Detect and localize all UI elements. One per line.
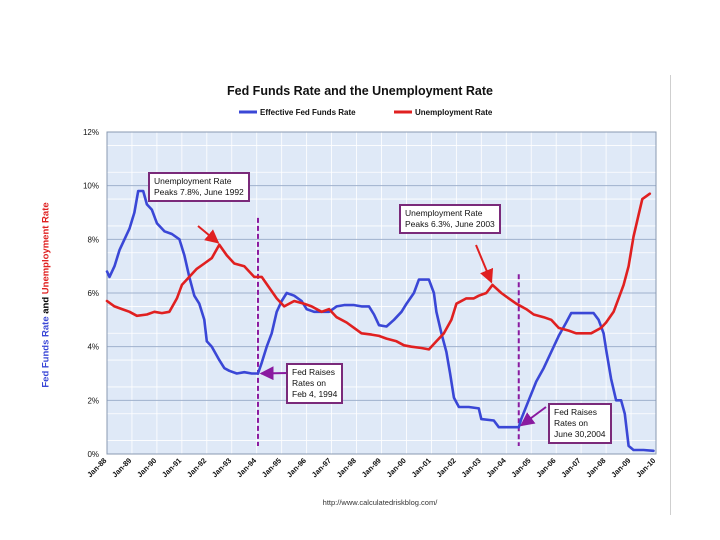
y-axis-label-fed: Fed Funds Rate bbox=[40, 316, 52, 388]
x-tick-label-22: Jan-10 bbox=[634, 456, 657, 479]
y-tick-label-3: 6% bbox=[87, 289, 99, 298]
x-tick-label-3: Jan-91 bbox=[160, 456, 183, 479]
annotation-unemployment-peak-1992: Unemployment Rate Peaks 7.8%, June 1992 bbox=[148, 172, 250, 202]
x-tick-label-7: Jan-95 bbox=[260, 456, 283, 479]
y-tick-label-4: 8% bbox=[87, 235, 99, 244]
annotation-arrow-0 bbox=[197, 225, 220, 244]
series-line-1 bbox=[105, 192, 652, 351]
x-tick-label-10: Jan-98 bbox=[335, 456, 358, 479]
plot-border bbox=[106, 131, 657, 455]
x-tick-label-21: Jan-09 bbox=[609, 456, 632, 479]
x-tick-label-11: Jan-99 bbox=[360, 456, 383, 479]
x-tick-label-19: Jan-07 bbox=[559, 456, 582, 479]
x-tick-label-14: Jan-02 bbox=[435, 456, 458, 479]
annotation-unemployment-peak-2003: Unemployment Rate Peaks 6.3%, June 2003 bbox=[399, 204, 501, 234]
legend-label-0: Effective Fed Funds Rate bbox=[260, 108, 356, 117]
x-tick-label-16: Jan-04 bbox=[485, 455, 509, 479]
y-axis-label-unemployment: Unemployment Rate bbox=[40, 202, 52, 295]
y-axis-label: Fed Funds Rate and Unemployment Rate bbox=[41, 202, 52, 387]
x-tick-label-1: Jan-89 bbox=[110, 456, 133, 479]
x-tick-label-6: Jan-94 bbox=[235, 455, 259, 479]
x-tick-label-4: Jan-92 bbox=[185, 456, 208, 479]
y-tick-label-0: 0% bbox=[87, 450, 99, 459]
source-url: http://www.calculatedriskblog.com/ bbox=[323, 498, 439, 507]
y-tick-label-1: 2% bbox=[87, 396, 99, 405]
x-tick-label-0: Jan-88 bbox=[85, 456, 108, 479]
annotation-fed-raises-1994: Fed Raises Rates on Feb 4, 1994 bbox=[286, 363, 344, 404]
annotation-fed-raises-2004: Fed Raises Rates on June 30,2004 bbox=[548, 403, 612, 444]
y-axis-label-and: and bbox=[40, 294, 52, 317]
x-tick-label-5: Jan-93 bbox=[210, 456, 233, 479]
chart-svg: 0% 2% 4% 6% 8% 10% 12% Jan-88 Jan-89 Jan-90 Jan-91… bbox=[83, 84, 657, 507]
x-tick-label-12: Jan-00 bbox=[385, 456, 408, 479]
x-tick-label-17: Jan-05 bbox=[509, 456, 532, 479]
x-tick-label-9: Jan-97 bbox=[310, 456, 333, 479]
chart-frame: 0% 2% 4% 6% 8% 10% 12% Jan-88 Jan-89 Jan-90 Jan-91… bbox=[50, 75, 671, 515]
x-tick-label-13: Jan-01 bbox=[410, 456, 433, 479]
x-tick-label-15: Jan-03 bbox=[460, 456, 483, 479]
x-tick-label-18: Jan-06 bbox=[534, 456, 557, 479]
legend-label-1: Unemployment Rate bbox=[415, 108, 493, 117]
annotation-arrow-1 bbox=[475, 244, 494, 284]
chart-title: Fed Funds Rate and the Unemployment Rate bbox=[227, 84, 493, 98]
x-tick-label-8: Jan-96 bbox=[285, 456, 308, 479]
annotation-arrow-3 bbox=[520, 406, 547, 427]
series-line-0 bbox=[105, 189, 655, 453]
y-tick-label-6: 12% bbox=[83, 128, 99, 137]
x-tick-label-20: Jan-08 bbox=[584, 456, 607, 479]
y-tick-label-2: 4% bbox=[87, 343, 99, 352]
y-tick-label-5: 10% bbox=[83, 182, 99, 191]
x-tick-label-2: Jan-90 bbox=[135, 456, 158, 479]
